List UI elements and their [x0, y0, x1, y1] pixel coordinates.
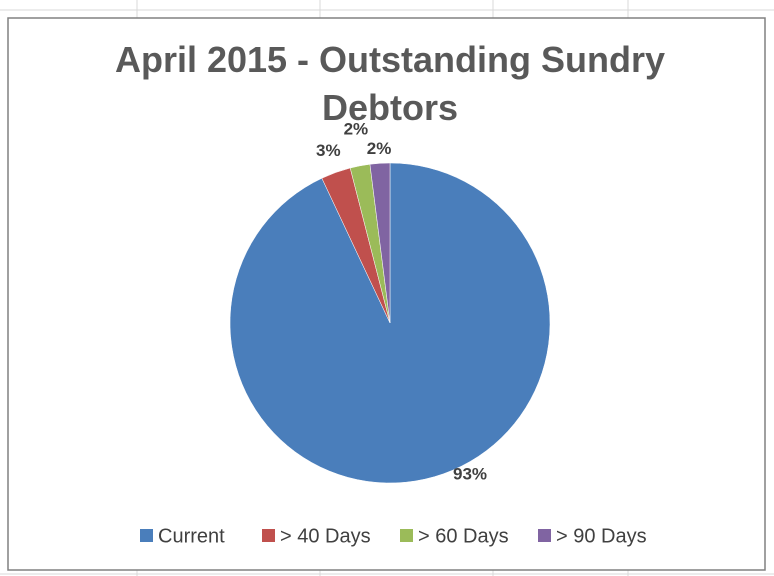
pie: [229, 162, 551, 484]
legend-label: > 40 Days: [280, 525, 371, 547]
legend-swatch: [262, 529, 275, 542]
data-label: 93%: [453, 464, 487, 483]
legend-swatch: [400, 529, 413, 542]
data-label: 2%: [344, 120, 369, 139]
legend-swatch: [140, 529, 153, 542]
pie-slice: [369, 162, 391, 324]
data-label: 3%: [316, 141, 341, 160]
legend-label: > 90 Days: [556, 525, 647, 547]
legend-label: > 60 Days: [418, 525, 509, 547]
chart-title: April 2015 - Outstanding Sundry Debtors: [115, 39, 665, 128]
data-label: 2%: [367, 139, 392, 158]
legend-swatch: [538, 529, 551, 542]
legend: Current > 40 Days > 60 Days > 90 Days: [140, 525, 647, 547]
legend-label: Current: [158, 525, 225, 547]
